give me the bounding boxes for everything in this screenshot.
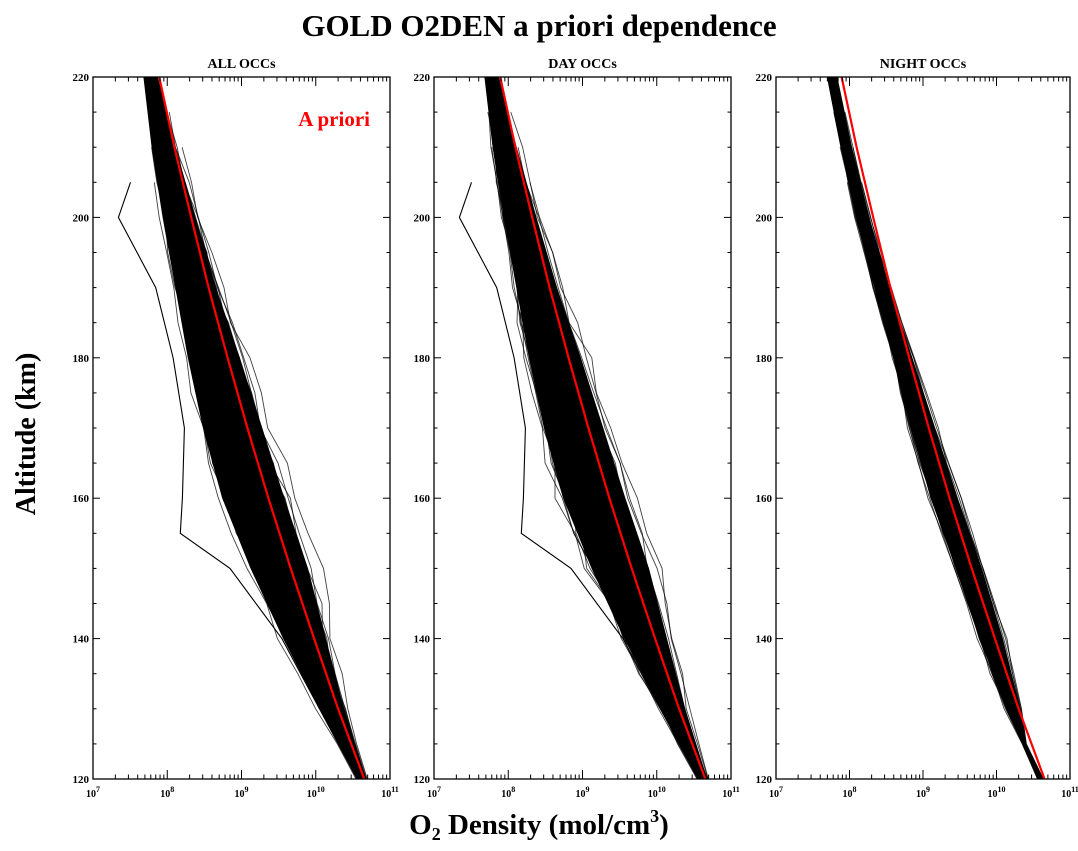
profile-density-core [484, 77, 708, 779]
x-tick-label: 1010 [988, 785, 1006, 800]
x-tick-label: 1010 [648, 785, 666, 800]
x-axis-label: O2 Density (mol/cm3) [0, 806, 1078, 845]
x-tick-label: 109 [235, 785, 249, 800]
occultation-profile [181, 147, 368, 779]
x-tick-label-exponent: 9 [586, 785, 590, 794]
x-tick-label-exponent: 10 [998, 785, 1006, 794]
y-tick-label: 140 [414, 634, 431, 646]
panel-plot-area [117, 77, 368, 779]
y-tick-label: 120 [73, 774, 90, 786]
x-axis-label-subscript: 2 [431, 824, 441, 844]
occultation-profile [529, 182, 709, 779]
x-tick-label-base: 10 [916, 789, 926, 800]
x-tick-label: 107 [769, 785, 783, 800]
occultation-profile [844, 111, 1044, 779]
y-tick-label: 180 [414, 353, 431, 365]
x-tick-label-exponent: 11 [391, 785, 399, 794]
figure-title: GOLD O2DEN a priori dependence [301, 8, 777, 43]
x-tick-label-exponent: 9 [926, 785, 930, 794]
apriori-line [840, 77, 1046, 779]
x-tick-label-base: 10 [235, 789, 245, 800]
x-tick-label-base: 10 [381, 789, 391, 800]
legend-apriori: A priori [298, 107, 370, 131]
x-tick-label-base: 10 [86, 789, 96, 800]
x-tick-label-base: 10 [769, 789, 779, 800]
x-tick-label-base: 10 [648, 789, 658, 800]
x-tick-label: 1011 [722, 785, 740, 800]
x-tick-label: 109 [916, 785, 930, 800]
y-tick-label: 120 [756, 774, 773, 786]
x-tick-label: 1010 [307, 785, 325, 800]
x-tick-label: 108 [160, 785, 174, 800]
x-tick-label: 1011 [1061, 785, 1078, 800]
x-tick-label: 1011 [381, 785, 399, 800]
x-axis-label-superscript: 3 [650, 806, 660, 826]
x-tick-label: 108 [501, 785, 515, 800]
x-tick-label-base: 10 [576, 789, 586, 800]
x-tick-label: 109 [576, 785, 590, 800]
x-axis-label-middle: Density (mol/cm [440, 809, 651, 841]
panel-title: NIGHT OCCs [880, 57, 967, 72]
y-tick-label: 220 [414, 72, 431, 84]
occultation-profile [517, 147, 708, 779]
x-tick-label-base: 10 [160, 789, 170, 800]
profile-density-core [143, 77, 367, 779]
x-tick-label-exponent: 7 [779, 785, 783, 794]
x-tick-label-exponent: 9 [245, 785, 249, 794]
y-tick-label: 200 [73, 212, 90, 224]
profile-density-core [826, 77, 1044, 779]
x-tick-label-exponent: 8 [170, 785, 174, 794]
y-tick-label: 160 [414, 493, 431, 505]
y-tick-label: 180 [73, 353, 90, 365]
x-tick-label-base: 10 [722, 789, 732, 800]
apriori-line [499, 77, 707, 779]
outlier-profile [458, 182, 699, 779]
x-tick-label-base: 10 [1061, 789, 1071, 800]
panel-title: ALL OCCs [207, 57, 276, 72]
x-tick-label-exponent: 10 [658, 785, 666, 794]
panel-plot-area [826, 77, 1046, 779]
y-tick-label: 160 [756, 493, 773, 505]
x-tick-label: 107 [427, 785, 441, 800]
x-tick-label-base: 10 [427, 789, 437, 800]
x-tick-label-exponent: 11 [1071, 785, 1078, 794]
panel-plot-area [458, 77, 709, 779]
x-tick-label-base: 10 [843, 789, 853, 800]
x-axis-label-suffix: ) [659, 809, 669, 841]
y-tick-label: 200 [756, 212, 773, 224]
y-tick-label: 120 [414, 774, 431, 786]
occultation-profile [153, 182, 357, 779]
y-tick-label: 220 [756, 72, 773, 84]
x-tick-label-base: 10 [988, 789, 998, 800]
occultation-profile [847, 182, 1039, 779]
y-tick-label: 220 [73, 72, 90, 84]
panel-title: DAY OCCs [548, 57, 617, 72]
occultation-profile [510, 111, 709, 779]
y-tick-label: 160 [73, 493, 90, 505]
x-tick-label: 107 [86, 785, 100, 800]
y-tick-label: 200 [414, 212, 431, 224]
x-tick-label-exponent: 11 [732, 785, 740, 794]
x-axis-label-prefix: O [409, 809, 432, 841]
x-tick-label-exponent: 8 [511, 785, 515, 794]
x-tick-label-exponent: 8 [853, 785, 857, 794]
y-tick-label: 140 [73, 634, 90, 646]
x-tick-label-exponent: 7 [437, 785, 441, 794]
x-tick-label-base: 10 [501, 789, 511, 800]
x-tick-label-exponent: 7 [96, 785, 100, 794]
apriori-line [158, 77, 366, 779]
outlier-profile [117, 182, 358, 779]
x-tick-label-exponent: 10 [317, 785, 325, 794]
x-tick-label-base: 10 [307, 789, 317, 800]
occultation-profile [168, 112, 367, 779]
x-tick-label: 108 [843, 785, 857, 800]
y-tick-label: 140 [756, 634, 773, 646]
y-axis-label: Altitude (km) [11, 352, 42, 516]
y-tick-label: 180 [756, 353, 773, 365]
